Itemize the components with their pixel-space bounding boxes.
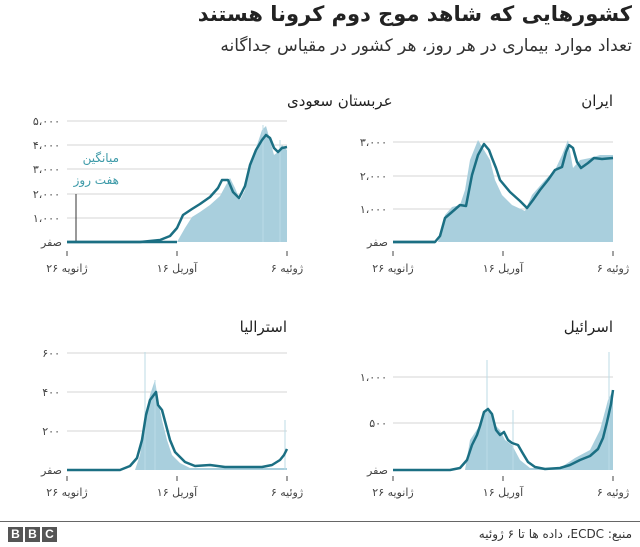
y-tick: ۲۰۰	[42, 425, 60, 438]
y-tick: ۱،۰۰۰	[360, 371, 387, 384]
y-tick: ۲،۰۰۰	[360, 170, 387, 183]
y-tick: صفر	[40, 236, 62, 249]
x-tick: ۱۶ آوریل	[157, 261, 198, 275]
legend-label-seven-day: هفت روز	[73, 173, 119, 188]
y-tick: ۱،۰۰۰	[33, 212, 60, 225]
x-tick: ۲۶ ژانویه	[46, 486, 87, 499]
chart-iran-title: ایران	[581, 92, 613, 110]
y-tick: ۶۰۰	[42, 347, 60, 360]
y-tick: صفر	[40, 464, 62, 477]
small-multiples: عربستان سعودی ۵،۰۰۰ ۴،۰۰۰ ۳،۰۰۰ ۲،۰۰۰ ۱،…	[33, 92, 629, 499]
chart-saudi-title: عربستان سعودی	[287, 92, 393, 110]
chart-title: کشورهایی که شاهد موج دوم کرونا هستند	[197, 2, 632, 26]
logo-letter: C	[42, 527, 57, 542]
chart-israel-title: اسرائیل	[564, 318, 613, 336]
footer-divider	[0, 521, 640, 522]
y-tick: ۴،۰۰۰	[33, 139, 60, 152]
chart-israel: اسرائیل ۱،۰۰۰ ۵۰۰ صفر ۲۶ ژانویه ۱۶ آوریل…	[360, 318, 629, 499]
logo-letter: B	[8, 527, 23, 542]
x-tick: ۶ ژوئیه	[271, 262, 303, 275]
source-note: منبع: ECDC، داده ها تا ۶ ژوئیه	[478, 527, 632, 541]
legend-label-average: میانگین	[83, 151, 119, 166]
chart-saudi: عربستان سعودی ۵،۰۰۰ ۴،۰۰۰ ۳،۰۰۰ ۲،۰۰۰ ۱،…	[33, 92, 393, 275]
y-tick: صفر	[366, 236, 388, 249]
chart-australia: استرالیا ۶۰۰ ۴۰۰ ۲۰۰ صفر ۲۶ ژانویه ۱۶ آو…	[40, 318, 303, 499]
y-tick: ۱،۰۰۰	[360, 203, 387, 216]
y-tick: صفر	[366, 464, 388, 477]
logo-letter: B	[25, 527, 40, 542]
y-tick: ۴۰۰	[42, 386, 60, 399]
y-tick: ۳،۰۰۰	[33, 163, 60, 176]
x-tick: ۱۶ آوریل	[483, 261, 524, 275]
x-tick: ۶ ژوئیه	[597, 486, 629, 499]
x-tick: ۲۶ ژانویه	[46, 262, 87, 275]
bbc-logo: B B C	[8, 527, 57, 542]
x-tick: ۲۶ ژانویه	[372, 486, 413, 499]
x-tick: ۶ ژوئیه	[597, 262, 629, 275]
y-tick: ۲،۰۰۰	[33, 188, 60, 201]
x-tick: ۶ ژوئیه	[271, 486, 303, 499]
chart-australia-title: استرالیا	[240, 318, 287, 336]
y-tick: ۵۰۰	[369, 417, 387, 430]
x-tick: ۱۶ آوریل	[483, 485, 524, 499]
x-tick: ۱۶ آوریل	[157, 485, 198, 499]
x-tick: ۲۶ ژانویه	[372, 262, 413, 275]
y-tick: ۵،۰۰۰	[33, 115, 60, 128]
y-tick: ۳،۰۰۰	[360, 136, 387, 149]
chart-iran: ایران ۳،۰۰۰ ۲،۰۰۰ ۱،۰۰۰ صفر ۲۶ ژانویه ۱۶…	[360, 92, 629, 275]
chart-subtitle: تعداد موارد بیماری در هر روز، هر کشور در…	[220, 36, 632, 56]
